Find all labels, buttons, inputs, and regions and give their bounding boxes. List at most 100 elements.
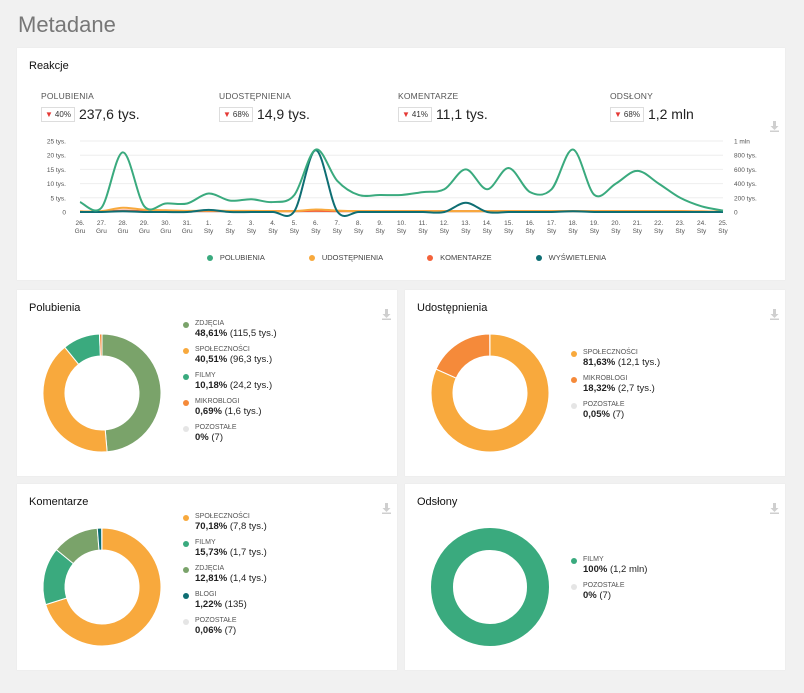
kpi-views: ODSŁONY ▼ 68% 1,2 mln: [610, 91, 694, 122]
legend-dot-icon: [427, 254, 434, 261]
legend-label: ZDJĘCIA: [195, 565, 225, 572]
legend-dot-icon: [183, 619, 189, 625]
legend-item[interactable]: SPOŁECZNOŚCI 70,18% (7,8 tys.): [183, 513, 267, 532]
download-icon[interactable]: [382, 503, 391, 514]
legend-label: POZOSTAŁE: [195, 424, 237, 431]
card-title: Udostępnienia: [417, 302, 488, 314]
legend-value: 48,61% (115,5 tys.): [195, 328, 277, 339]
legend-item[interactable]: POZOSTAŁE 0% (7): [571, 582, 647, 601]
legend-dot-icon: [183, 593, 189, 599]
legend-item-shares[interactable]: UDOSTĘPNIENIA: [308, 253, 383, 262]
donut-legend: SPOŁECZNOŚCI 70,18% (7,8 tys.) FILMY 15,73%…: [183, 513, 267, 643]
legend-label: FILMY: [195, 539, 216, 546]
kpi-shares: UDOSTĘPNIENIA ▼ 68% 14,9 tys.: [219, 91, 310, 122]
kpi-change-badge: ▼ 40%: [41, 106, 75, 122]
legend-detail: (7,8 tys.): [227, 521, 267, 532]
legend-item[interactable]: ZDJĘCIA 12,81% (1,4 tys.): [183, 565, 267, 584]
download-icon[interactable]: [770, 503, 779, 514]
legend-item[interactable]: POZOSTAŁE 0,06% (7): [183, 617, 267, 636]
donut-slice[interactable]: [42, 346, 108, 453]
legend-value: 0,05% (7): [583, 409, 660, 420]
x-tick-label: 20. Sty: [611, 220, 621, 235]
legend-percent: 15,73%: [195, 547, 228, 558]
x-tick-label: 8. Sty: [354, 220, 364, 235]
reactions-line-chart: 0 5 tys. 10 tys. 15 tys. 20 tys. 25 tys. 0 200…: [47, 139, 757, 236]
x-tick-label: 24. Sty: [697, 220, 707, 235]
legend-detail: (7): [596, 590, 611, 601]
x-tick-label: 13. Sty: [461, 220, 471, 235]
legend-item[interactable]: POZOSTAŁE 0,05% (7): [571, 401, 660, 420]
legend-percent: 48,61%: [195, 328, 228, 339]
kpi-value: 237,6 tys.: [78, 106, 140, 122]
legend-percent: 10,18%: [195, 380, 228, 391]
comments-card: Komentarze SPOŁECZNOŚCI 70,18% (7,8 tys.)…: [17, 484, 397, 670]
kpi-change: 41%: [411, 109, 428, 119]
donut-legend: SPOŁECZNOŚCI 81,63% (12,1 tys.) MIKROBLOGI…: [571, 349, 660, 427]
y-right-tick-label: 400 tys.: [734, 181, 757, 188]
legend-value: 12,81% (1,4 tys.): [195, 573, 267, 584]
x-tick-label: 7. Sty: [332, 220, 342, 235]
legend-item[interactable]: FILMY 15,73% (1,7 tys.): [183, 539, 267, 558]
legend-item-comments[interactable]: KOMENTARZE: [427, 253, 492, 262]
legend-detail: (1,7 tys.): [227, 547, 267, 558]
legend-label: MIKROBLOGI: [583, 375, 628, 382]
legend-value: 10,18% (24,2 tys.): [195, 380, 277, 391]
x-tick-label: 19. Sty: [590, 220, 600, 235]
legend-percent: 70,18%: [195, 521, 228, 532]
y-left-tick-label: 0: [62, 210, 66, 217]
y-right-tick-label: 1 mln: [734, 139, 750, 146]
legend-percent: 1,22%: [195, 599, 222, 610]
views-card: Odsłony FILMY 100% (1,2 mln) POZOSTAŁE 0% (…: [405, 484, 785, 670]
legend-detail: (115,5 tys.): [227, 328, 277, 339]
legend-detail: (7): [221, 625, 237, 636]
x-tick-label: 3. Sty: [247, 220, 257, 235]
legend-item[interactable]: SPOŁECZNOŚCI 40,51% (96,3 tys.): [183, 346, 277, 365]
legend-item[interactable]: BLOGI 1,22% (135): [183, 591, 267, 610]
legend-item[interactable]: POZOSTAŁE 0% (7): [183, 424, 277, 443]
kpi-value: 11,1 tys.: [435, 106, 488, 122]
y-right-tick-label: 0: [734, 210, 738, 217]
legend-dot-icon: [571, 351, 577, 357]
legend-label: FILMY: [583, 556, 604, 563]
y-right-tick-label: 800 tys.: [734, 153, 757, 160]
legend-label: BLOGI: [195, 591, 217, 598]
legend-value: 0% (7): [583, 590, 647, 601]
legend-item[interactable]: ZDJĘCIA 48,61% (115,5 tys.): [183, 320, 277, 339]
x-tick-label: 14. Sty: [483, 220, 493, 235]
legend-dot-icon: [571, 377, 577, 383]
x-tick-label: 11. Sty: [418, 220, 428, 235]
donut-slice[interactable]: [45, 527, 162, 647]
download-icon[interactable]: [382, 309, 391, 320]
page-title: Metadane: [18, 12, 116, 37]
card-title: Polubienia: [29, 302, 81, 314]
donut-slice[interactable]: [435, 333, 491, 379]
y-left-tick-label: 20 tys.: [47, 153, 66, 160]
download-icon[interactable]: [770, 121, 779, 132]
legend-value: 18,32% (2,7 tys.): [583, 383, 660, 394]
kpi-label: KOMENTARZE: [398, 91, 459, 101]
legend-dot-icon: [183, 426, 189, 432]
donut-slice[interactable]: [431, 528, 549, 646]
legend-item[interactable]: MIKROBLOGI 18,32% (2,7 tys.): [571, 375, 660, 394]
kpi-value: 14,9 tys.: [256, 106, 310, 122]
x-tick-label: 18. Sty: [568, 220, 578, 235]
legend-label: MIKROBLOGI: [195, 398, 240, 405]
x-tick-label: 23. Sty: [675, 220, 685, 235]
x-tick-label: 22. Sty: [654, 220, 664, 235]
legend-item[interactable]: MIKROBLOGI 0,69% (1,6 tys.): [183, 398, 277, 417]
legend-item-views[interactable]: WYŚWIETLENIA: [535, 253, 606, 262]
legend-item-likes[interactable]: POLUBIENIA: [206, 253, 265, 262]
legend-item[interactable]: FILMY 100% (1,2 mln): [571, 556, 647, 575]
donut-slice[interactable]: [430, 333, 550, 453]
legend-detail: (12,1 tys.): [615, 357, 661, 368]
legend-dot-icon: [571, 403, 577, 409]
y-left-tick-label: 15 tys.: [47, 167, 66, 174]
donut-slice[interactable]: [101, 333, 162, 453]
legend-item[interactable]: FILMY 10,18% (24,2 tys.): [183, 372, 277, 391]
download-icon[interactable]: [770, 309, 779, 320]
legend-item[interactable]: SPOŁECZNOŚCI 81,63% (12,1 tys.): [571, 349, 660, 368]
kpi-value: 1,2 mln: [647, 106, 694, 122]
series-line-wyświetlenia: [79, 149, 723, 218]
donut-slice[interactable]: [98, 333, 103, 357]
likes-card: Polubienia ZDJĘCIA 48,61% (115,5 tys.) SPO…: [17, 290, 397, 476]
